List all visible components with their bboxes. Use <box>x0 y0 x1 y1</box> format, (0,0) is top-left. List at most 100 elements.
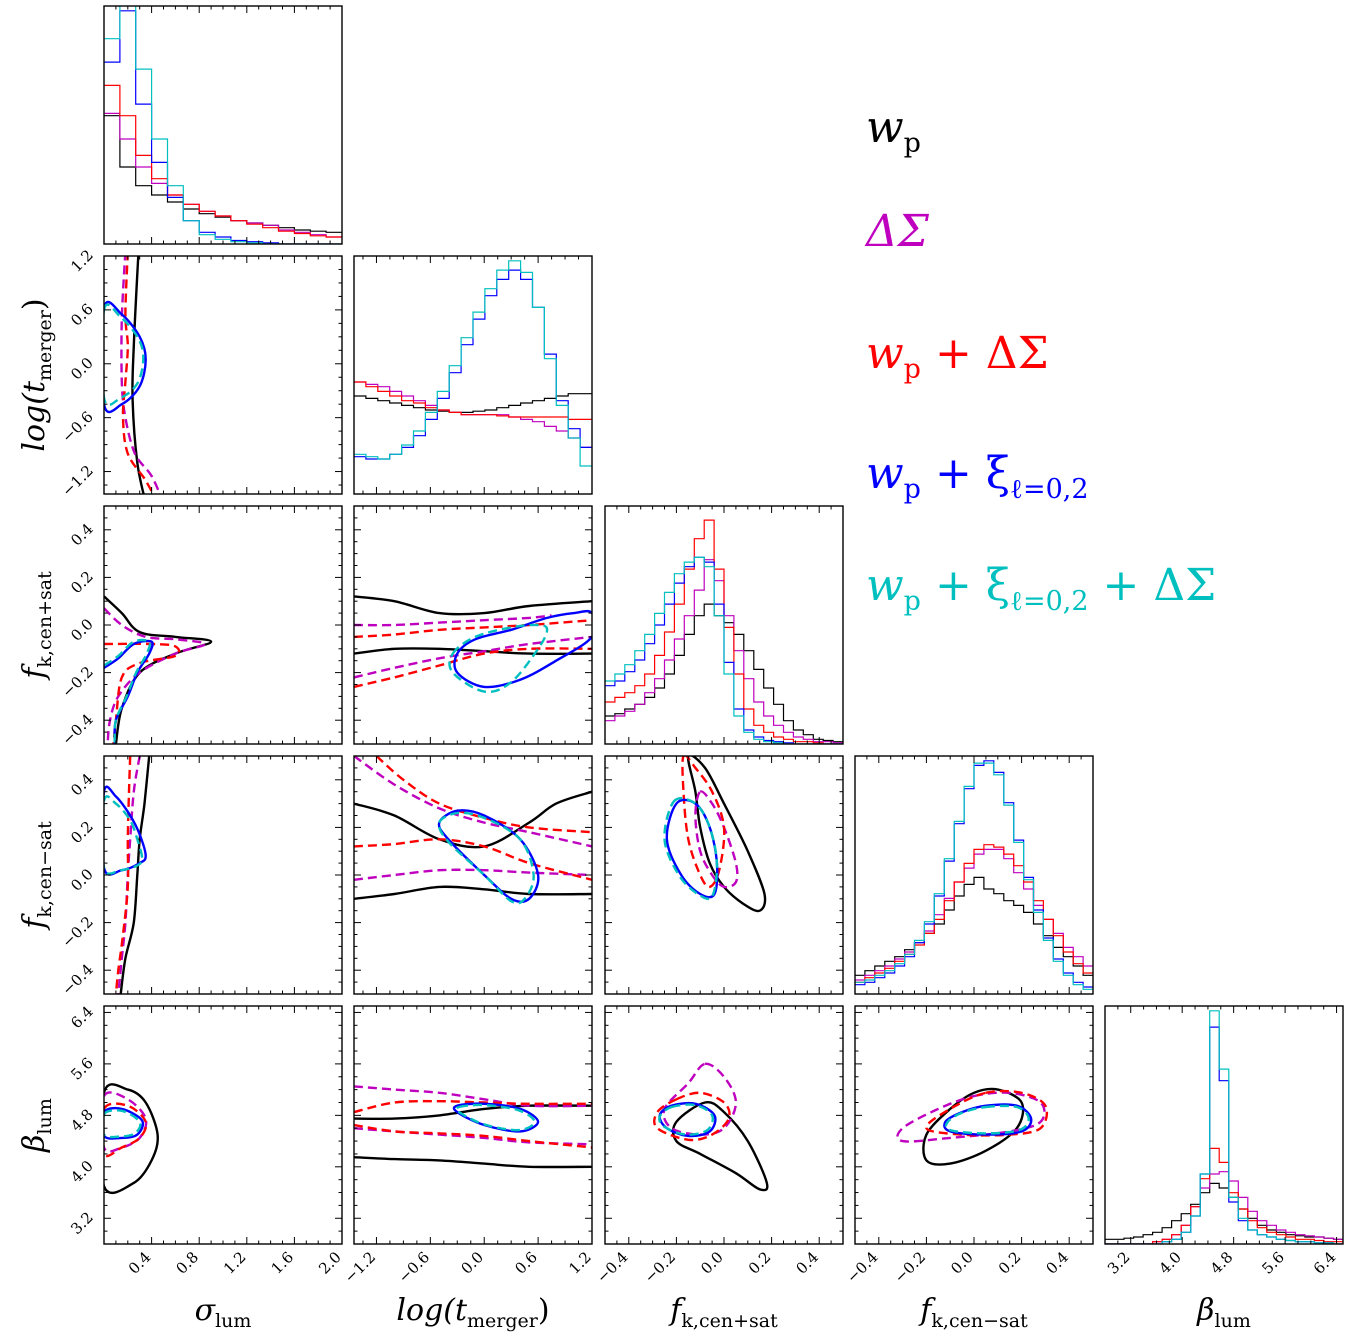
contour-line <box>131 256 145 494</box>
y-tick-label: 0.0 <box>67 615 97 645</box>
x-tick-label: −0.4 <box>593 1248 631 1286</box>
contour-line <box>896 1091 1046 1143</box>
contour-line <box>663 797 719 901</box>
y-tick-label: −0.6 <box>58 408 96 446</box>
legend-entry: wp + ΔΣ <box>866 328 1049 385</box>
y-axis-label-fcm: fk,cen−sat <box>17 821 56 931</box>
histogram-line <box>855 762 1093 990</box>
x-tick-label: 3.2 <box>1104 1248 1134 1278</box>
x-tick-label: 4.8 <box>1207 1248 1237 1278</box>
x-axis-label-beta: βlum <box>1196 1293 1251 1332</box>
x-axis-label-sigma: σlum <box>195 1293 252 1332</box>
contour-line <box>104 1091 148 1153</box>
legend-entry: wp + ξℓ=0,2 <box>866 448 1089 505</box>
contour-line <box>354 1104 592 1121</box>
x-tick-label: −0.4 <box>843 1248 881 1286</box>
contour-line <box>354 1085 592 1108</box>
histogram-panel-fcm <box>854 755 1094 995</box>
y-tick-label: 0.0 <box>67 865 97 895</box>
legend-entry: wp + ξℓ=0,2 + ΔΣ <box>866 560 1216 617</box>
y-tick-label: 0.4 <box>67 520 97 550</box>
x-tick-label: 0.2 <box>995 1248 1025 1278</box>
contour-line <box>104 1083 159 1195</box>
contour-line <box>944 1104 1030 1135</box>
x-tick-label: 0.4 <box>792 1248 822 1278</box>
x-tick-label: −0.6 <box>395 1248 433 1286</box>
contour-line <box>354 1156 592 1169</box>
contour-line <box>665 798 719 899</box>
panel-frame <box>353 255 593 495</box>
legend-entry: wp <box>866 102 921 159</box>
contour-line <box>653 1091 731 1142</box>
panel-frame <box>604 505 844 745</box>
histogram-line <box>1105 1171 1343 1244</box>
y-tick-label: 0.2 <box>67 568 97 598</box>
histogram-line <box>1105 1010 1343 1244</box>
contour-panel-beta-vs-logt <box>353 1005 593 1245</box>
contour-line <box>354 868 592 881</box>
x-tick-label: −1.2 <box>341 1248 379 1286</box>
x-tick-label: 0.0 <box>947 1248 977 1278</box>
contour-line <box>121 256 155 494</box>
panel-frame <box>1104 1005 1344 1245</box>
histogram-line <box>104 84 342 238</box>
histogram-line <box>104 115 342 233</box>
contour-panel-beta-vs-sigma <box>103 1005 343 1245</box>
contour-line <box>104 638 152 744</box>
contour-line <box>437 809 540 903</box>
x-tick-label: 4.0 <box>1155 1248 1185 1278</box>
contour-line <box>354 635 592 679</box>
y-tick-label: 6.4 <box>67 1003 97 1033</box>
x-axis-label-fcs: fk,cen+sat <box>668 1293 778 1332</box>
x-tick-label: 0.0 <box>457 1248 487 1278</box>
y-tick-label: −0.2 <box>58 663 96 701</box>
x-tick-label: 0.2 <box>745 1248 775 1278</box>
y-tick-label: 4.0 <box>67 1157 97 1187</box>
y-tick-label: 0.0 <box>67 354 97 384</box>
contour-line <box>453 609 592 689</box>
contour-line <box>681 756 726 889</box>
contour-line <box>686 756 767 913</box>
histogram-line <box>354 381 592 420</box>
contour-panel-fcs-vs-logt <box>353 505 593 745</box>
contour-line <box>119 756 151 994</box>
contour-line <box>354 647 592 655</box>
histogram-line <box>605 519 843 744</box>
panel-frame <box>854 755 1094 995</box>
histogram-line <box>855 760 1093 988</box>
x-tick-label: 1.2 <box>220 1248 250 1278</box>
y-tick-label: −0.2 <box>58 913 96 951</box>
histogram-line <box>104 10 342 244</box>
x-tick-label: 0.0 <box>697 1248 727 1278</box>
contour-line <box>922 1087 1025 1166</box>
x-axis-label-fcm: fk,cen−sat <box>918 1293 1028 1332</box>
y-tick-label: −0.4 <box>58 710 96 748</box>
histogram-panel-beta <box>1104 1005 1344 1245</box>
y-tick-label: 0.6 <box>67 300 97 330</box>
contour-panel-fcm-vs-sigma <box>103 755 343 995</box>
histogram-line <box>354 260 592 467</box>
x-tick-label: 1.2 <box>565 1248 595 1278</box>
y-axis-label-fcs: fk,cen+sat <box>17 571 56 681</box>
contour-line <box>354 885 592 900</box>
y-axis-label-logt: log(tmerger) <box>17 298 56 451</box>
y-tick-label: 4.8 <box>67 1105 97 1135</box>
x-tick-label: 6.4 <box>1310 1248 1340 1278</box>
contour-line <box>104 795 144 875</box>
y-tick-label: −0.4 <box>58 960 96 998</box>
x-tick-label: 0.6 <box>511 1248 541 1278</box>
panel-frame <box>353 755 593 995</box>
panel-frame <box>103 255 343 495</box>
contour-line <box>120 256 162 494</box>
legend-entry: ΔΣ <box>864 206 930 257</box>
histogram-line <box>104 6 342 244</box>
x-tick-label: −0.2 <box>891 1248 929 1286</box>
contour-line <box>658 1103 715 1136</box>
contour-line <box>114 756 132 994</box>
contour-line <box>354 614 552 627</box>
histogram-line <box>855 876 1093 976</box>
legend: wp ΔΣ wp + ΔΣ wp + ξℓ=0,2 wp + ξℓ=0,2 + ΔΣ <box>864 102 1216 617</box>
contour-line <box>671 1100 769 1192</box>
